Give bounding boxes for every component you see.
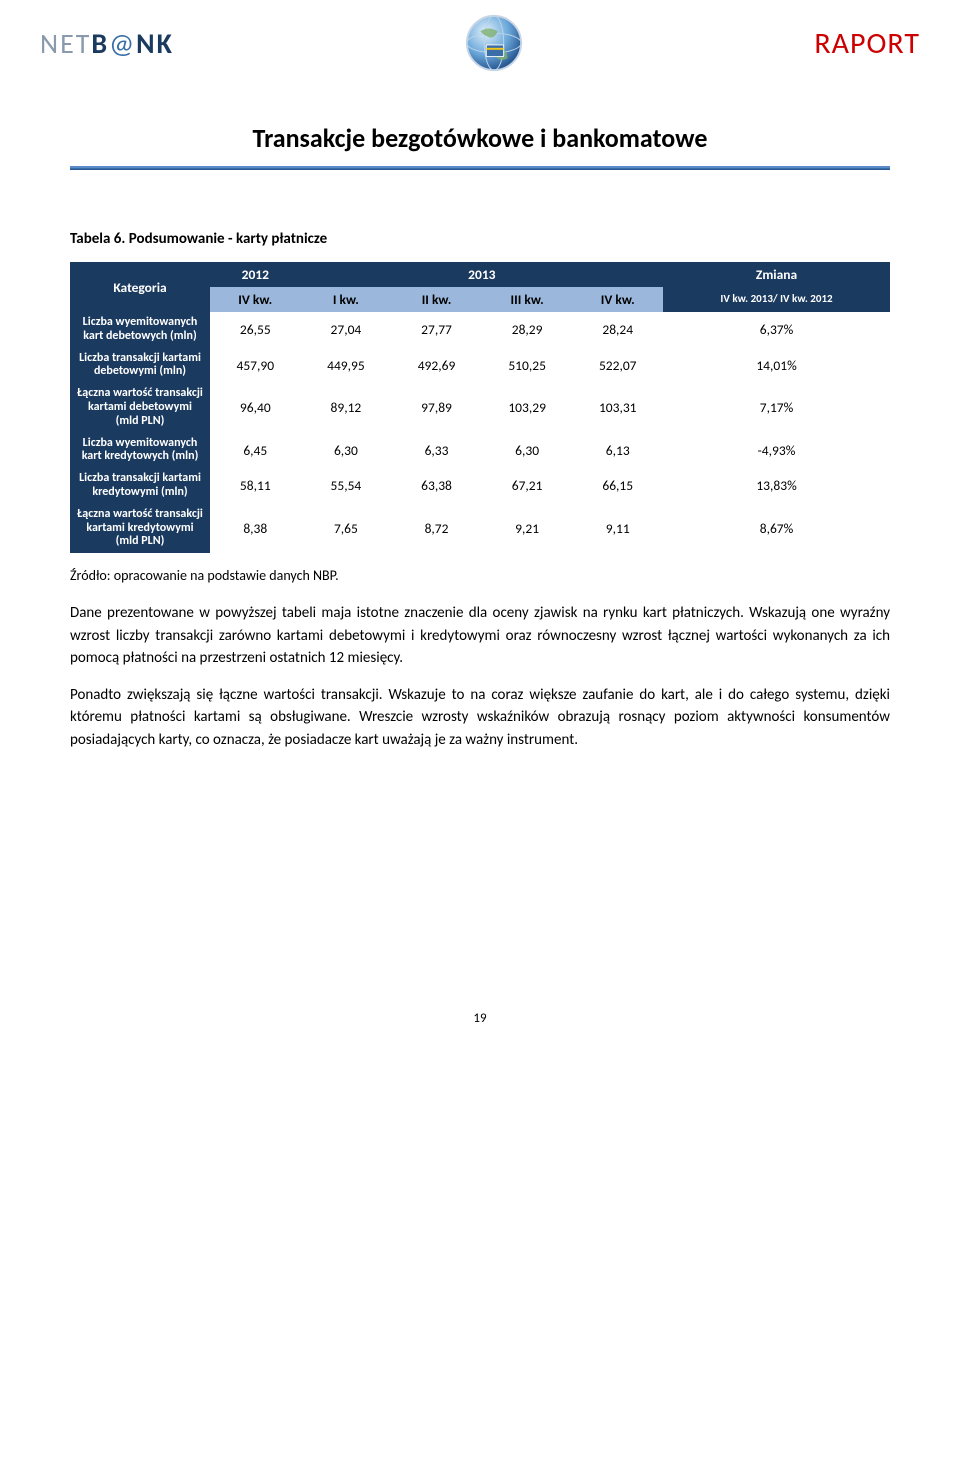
- table-row: Liczba wyemitowanych kart kredytowych (m…: [70, 433, 890, 469]
- page-content: Transakcje bezgotówkowe i bankomatowe Ta…: [0, 122, 960, 751]
- cell: 66,15: [572, 468, 663, 504]
- cell: 7,17%: [663, 383, 890, 432]
- cell: 27,77: [391, 312, 482, 348]
- sub-col-4: IV kw.: [572, 287, 663, 312]
- sub-col-1: I kw.: [301, 287, 392, 312]
- cell: 67,21: [482, 468, 573, 504]
- table-row: Łączna wartość transakcji kartami debeto…: [70, 383, 890, 432]
- cell: 457,90: [210, 348, 301, 384]
- cell: 510,25: [482, 348, 573, 384]
- logo-netbank: NETB@NK: [40, 26, 174, 61]
- row-label: Liczba wyemitowanych kart debetowych (ml…: [70, 312, 210, 348]
- paragraph-1: Dane prezentowane w powyższej tabeli maj…: [70, 602, 890, 670]
- cell: 14,01%: [663, 348, 890, 384]
- col-2013: 2013: [301, 262, 663, 287]
- table-body: Liczba wyemitowanych kart debetowych (ml…: [70, 312, 890, 553]
- sub-col-0: IV kw.: [210, 287, 301, 312]
- logo-part-nk: NK: [136, 26, 174, 61]
- cell: 8,67%: [663, 504, 890, 553]
- table-header-row-1: Kategoria 2012 2013 Zmiana: [70, 262, 890, 287]
- table-head: Kategoria 2012 2013 Zmiana IV kw. I kw. …: [70, 262, 890, 312]
- sub-col-5: IV kw. 2013/ IV kw. 2012: [663, 287, 890, 312]
- cell: 63,38: [391, 468, 482, 504]
- col-zmiana: Zmiana: [663, 262, 890, 287]
- cell: 13,83%: [663, 468, 890, 504]
- summary-table: Kategoria 2012 2013 Zmiana IV kw. I kw. …: [70, 262, 890, 553]
- source-note: Źródło: opracowanie na podstawie danych …: [70, 567, 890, 584]
- cell: 28,29: [482, 312, 573, 348]
- cell: 6,13: [572, 433, 663, 469]
- cell: 55,54: [301, 468, 392, 504]
- cell: 6,33: [391, 433, 482, 469]
- cell: 522,07: [572, 348, 663, 384]
- cell: 26,55: [210, 312, 301, 348]
- paragraph-2: Ponadto zwiększają się łączne wartości t…: [70, 684, 890, 752]
- cell: 103,31: [572, 383, 663, 432]
- sub-col-2: II kw.: [391, 287, 482, 312]
- cell: 7,65: [301, 504, 392, 553]
- logo-part-at: @: [109, 26, 136, 61]
- page-title: Transakcje bezgotówkowe i bankomatowe: [70, 122, 890, 154]
- cell: 6,37%: [663, 312, 890, 348]
- table-row: Liczba wyemitowanych kart debetowych (ml…: [70, 312, 890, 348]
- table-caption: Tabela 6. Podsumowanie - karty płatnicze: [70, 230, 890, 248]
- cell: 96,40: [210, 383, 301, 432]
- sub-col-3: III kw.: [482, 287, 573, 312]
- cell: 449,95: [301, 348, 392, 384]
- cell: 8,38: [210, 504, 301, 553]
- table-row: Liczba transakcji kartami debetowymi (ml…: [70, 348, 890, 384]
- cell: 28,24: [572, 312, 663, 348]
- globe-icon: [463, 12, 525, 74]
- row-label: Liczba wyemitowanych kart kredytowych (m…: [70, 433, 210, 469]
- table-row: Liczba transakcji kartami kredytowymi (m…: [70, 468, 890, 504]
- col-kategoria: Kategoria: [70, 262, 210, 312]
- cell: 58,11: [210, 468, 301, 504]
- cell: 492,69: [391, 348, 482, 384]
- logo-raport: RAPORT: [814, 25, 920, 62]
- page-header: NETB@NK RAPORT: [0, 0, 960, 82]
- cell: 9,11: [572, 504, 663, 553]
- cell: 89,12: [301, 383, 392, 432]
- cell: 8,72: [391, 504, 482, 553]
- cell: -4,93%: [663, 433, 890, 469]
- row-label: Liczba transakcji kartami debetowymi (ml…: [70, 348, 210, 384]
- title-block: Transakcje bezgotówkowe i bankomatowe: [70, 122, 890, 170]
- row-label: Liczba transakcji kartami kredytowymi (m…: [70, 468, 210, 504]
- table-row: Łączna wartość transakcji kartami kredyt…: [70, 504, 890, 553]
- cell: 6,45: [210, 433, 301, 469]
- logo-part-net: NET: [40, 26, 91, 61]
- cell: 6,30: [482, 433, 573, 469]
- row-label: Łączna wartość transakcji kartami kredyt…: [70, 504, 210, 553]
- cell: 9,21: [482, 504, 573, 553]
- cell: 27,04: [301, 312, 392, 348]
- row-label: Łączna wartość transakcji kartami debeto…: [70, 383, 210, 432]
- title-underline: [70, 166, 890, 170]
- cell: 6,30: [301, 433, 392, 469]
- cell: 103,29: [482, 383, 573, 432]
- page-number: 19: [0, 1011, 960, 1046]
- col-2012: 2012: [210, 262, 301, 287]
- cell: 97,89: [391, 383, 482, 432]
- logo-part-b: B: [91, 26, 109, 61]
